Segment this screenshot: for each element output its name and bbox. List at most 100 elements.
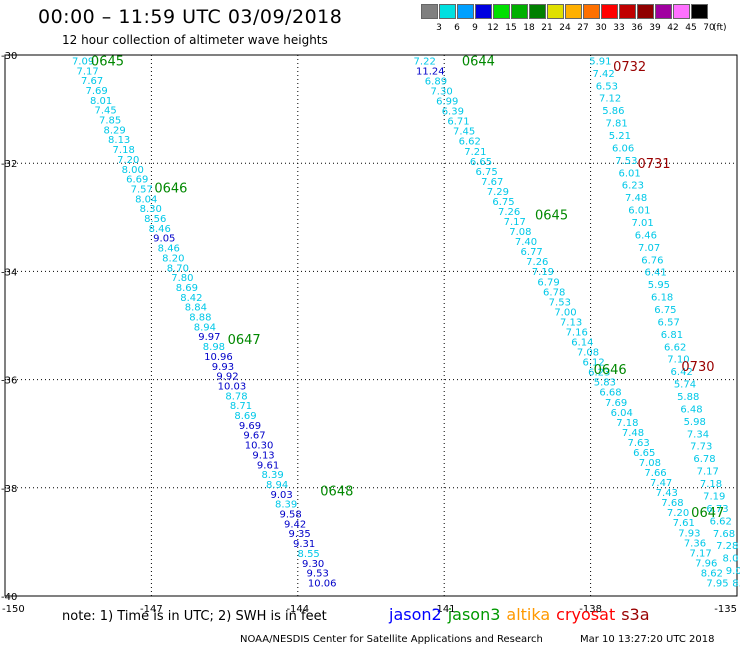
wave-height-label: 7.17: [697, 467, 719, 478]
wave-height-label: 7.12: [599, 94, 621, 105]
wave-height-label: 8.78: [225, 391, 247, 402]
color-scale-swatch: [619, 4, 636, 19]
pass-time-label: 0648: [320, 485, 353, 500]
color-scale-label: 36: [631, 23, 643, 33]
wave-height-label: 7.42: [592, 69, 614, 80]
wave-height-label: 6.65: [470, 157, 492, 168]
y-tick-label: -36: [1, 376, 17, 387]
wave-height-label: 7.29: [487, 187, 509, 198]
color-scale-label: 27: [577, 23, 589, 33]
wave-height-label: 7.34: [687, 429, 709, 440]
wave-height-label: 8.01: [90, 96, 112, 107]
color-scale-label: 24: [559, 23, 571, 33]
pass-time-label: 0645: [535, 209, 568, 224]
wave-height-label: 9.69: [239, 421, 261, 432]
wave-height-label: 8.42: [180, 293, 202, 304]
wave-height-label: 7.18: [616, 418, 638, 429]
y-tick-label: -34: [1, 267, 17, 278]
wave-height-label: 8.56: [144, 214, 166, 225]
x-tick-label: -144: [286, 604, 309, 615]
wave-height-label: 7.26: [498, 207, 520, 218]
wave-height-label: 9.35: [289, 529, 311, 540]
wave-height-label: 6.99: [436, 97, 458, 108]
wave-height-label: 6.06: [612, 143, 634, 154]
color-scale-swatch: [637, 4, 654, 19]
wave-height-label: 8.98: [203, 342, 225, 353]
wave-height-label: 7.63: [628, 438, 650, 449]
wave-height-label: 9.03: [270, 490, 292, 501]
x-tick-label: -141: [433, 604, 456, 615]
wave-height-label: 8.46: [158, 244, 180, 255]
wave-height-label: 7.40: [515, 237, 537, 248]
wave-height-label: 8.84: [185, 303, 207, 314]
wave-height-label: 7.61: [673, 518, 695, 529]
wave-height-label: 8.39: [261, 470, 283, 481]
wave-height-label: 5.98: [684, 417, 706, 428]
wave-height-label: 7.09: [72, 56, 94, 67]
wave-height-label: 6.68: [599, 388, 621, 399]
wave-height-label: 6.01: [619, 168, 641, 179]
wave-height-label: 6.53: [596, 81, 618, 92]
color-scale-swatch: [493, 4, 510, 19]
color-scale-label: 42: [667, 23, 679, 33]
wave-height-label: 6.48: [680, 404, 702, 415]
color-scale-label: 30: [595, 23, 607, 33]
wave-height-label: 9.42: [284, 519, 306, 530]
wave-height-label: 9.58: [279, 510, 301, 521]
wave-height-label: 5.91: [589, 56, 611, 67]
satellite-legend: jason2 jason3 altika cryosat s3a: [389, 605, 656, 624]
pass-time-label: 0730: [681, 360, 714, 375]
wave-height-label: 7.28: [716, 541, 738, 552]
wave-height-label: 5.83: [594, 378, 616, 389]
wave-height-label: 8.46: [149, 224, 171, 235]
wave-height-label: 9.61: [257, 460, 279, 471]
wave-height-label: 9.0: [726, 566, 740, 577]
pass-time-label: 0646: [594, 363, 627, 378]
y-tick-label: -38: [1, 484, 17, 495]
wave-height-label: 7.43: [656, 488, 678, 499]
wave-height-label: 6.76: [641, 255, 663, 266]
wave-height-label: 7.53: [615, 156, 637, 167]
wave-height-label: 5.21: [609, 131, 631, 142]
color-scale-unit: (ft): [713, 23, 727, 33]
color-scale-swatch: [547, 4, 564, 19]
wave-height-label: 7.13: [560, 317, 582, 328]
wave-height-label: 8.30: [140, 204, 162, 215]
color-scale-label: 18: [523, 23, 535, 33]
color-scale-label: 39: [649, 23, 661, 33]
credit-line: NOAA/NESDIS Center for Satellite Applica…: [240, 634, 543, 645]
wave-height-label: 7.22: [414, 56, 436, 67]
wave-height-label: 6.75: [492, 197, 514, 208]
legend-entry: s3a: [621, 605, 650, 624]
wave-height-label: 5.95: [648, 280, 670, 291]
x-tick-label: -150: [2, 604, 25, 615]
wave-height-label: 6.41: [645, 268, 667, 279]
color-scale-label: 70: [703, 23, 715, 33]
wave-height-label: 6.62: [664, 342, 686, 353]
color-scale-label: 15: [505, 23, 517, 33]
y-tick-label: -40: [1, 592, 17, 603]
wave-height-label: 6.75: [654, 305, 676, 316]
wave-height-label: 7.36: [684, 538, 706, 549]
wave-height-label: 7.17: [504, 217, 526, 228]
wave-height-label: 7.48: [622, 428, 644, 439]
wave-height-label: 7.47: [650, 478, 672, 489]
wave-height-label: 7.17: [689, 548, 711, 559]
wave-height-label: 6.14: [571, 338, 593, 349]
pass-time-label: 0644: [462, 54, 495, 69]
wave-height-label: 8.70: [167, 263, 189, 274]
wave-height-label: 8.69: [234, 411, 256, 422]
wave-height-label: 7.20: [117, 155, 139, 166]
wave-height-label: 7.30: [430, 87, 452, 98]
wave-height-label: 6.79: [537, 277, 559, 288]
wave-height-label: 6.62: [459, 137, 481, 148]
color-scale-label: 3: [436, 23, 442, 33]
wave-height-label: 8.62: [701, 568, 723, 579]
wave-height-label: 7.57: [131, 184, 153, 195]
wave-height-label: 7.45: [95, 106, 117, 117]
wave-height-label: 5.86: [602, 106, 624, 117]
y-tick-label: -30: [1, 51, 17, 62]
wave-height-label: 6.04: [611, 408, 633, 419]
plot-frame: [4, 54, 738, 597]
color-scale-swatch: [565, 4, 582, 19]
